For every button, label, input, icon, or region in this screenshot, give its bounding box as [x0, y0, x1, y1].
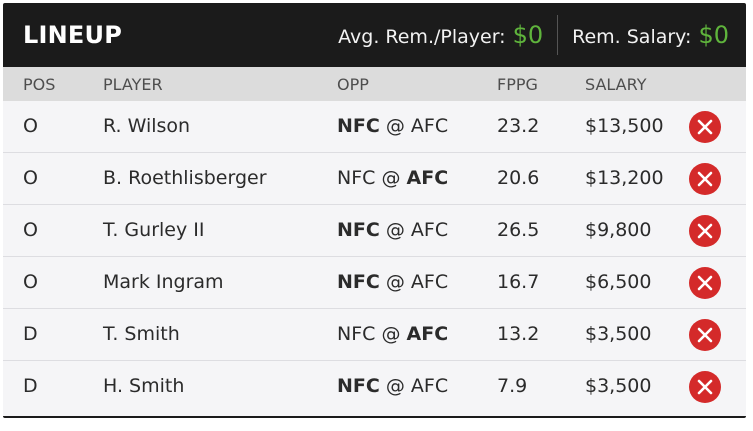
remove-player-button[interactable]: [689, 371, 721, 403]
remaining-salary-value: $0: [698, 21, 729, 49]
player-matchup: NFC @ AFC: [337, 375, 448, 397]
close-icon: [697, 171, 713, 187]
player-position: D: [23, 375, 38, 397]
player-name: Mark Ingram: [103, 271, 224, 293]
remaining-salary-label: Rem. Salary:: [572, 26, 692, 48]
column-header-row: POS PLAYER OPP FPPG SALARY: [3, 67, 746, 101]
matchup-home-team: NFC: [337, 219, 380, 241]
matchup-home-team: NFC: [337, 375, 380, 397]
player-salary: $13,500: [585, 115, 664, 137]
column-opp: OPP: [337, 75, 369, 94]
player-name: B. Roethlisberger: [103, 167, 267, 189]
matchup-home-team: NFC: [337, 115, 380, 137]
player-position: O: [23, 219, 38, 241]
table-row: O Mark Ingram NFC @ AFC 16.7 $6,500: [3, 257, 746, 309]
player-fppg: 23.2: [497, 115, 540, 137]
matchup-away-team: AFC: [410, 375, 449, 397]
player-name: R. Wilson: [103, 115, 191, 137]
table-row: D H. Smith NFC @ AFC 7.9 $3,500: [3, 361, 746, 416]
matchup-separator: @: [379, 271, 411, 293]
table-row: O R. Wilson NFC @ AFC 23.2 $13,500: [3, 101, 746, 153]
player-fppg: 13.2: [497, 323, 540, 345]
player-position: O: [23, 115, 38, 137]
player-salary: $6,500: [585, 271, 652, 293]
avg-remaining-stat: Avg. Rem./Player: $0: [338, 21, 543, 49]
player-salary: $9,800: [585, 219, 652, 241]
player-matchup: NFC @ AFC: [337, 115, 448, 137]
close-icon: [697, 223, 713, 239]
column-pos: POS: [23, 75, 56, 94]
matchup-home-team: NFC: [337, 323, 376, 345]
column-fppg: FPPG: [497, 75, 538, 94]
header-stats: Avg. Rem./Player: $0 Rem. Salary: $0: [338, 3, 729, 67]
player-position: D: [23, 323, 38, 345]
matchup-separator: @: [375, 323, 407, 345]
column-salary: SALARY: [585, 75, 647, 94]
remove-player-button[interactable]: [689, 111, 721, 143]
close-icon: [697, 327, 713, 343]
table-row: D T. Smith NFC @ AFC 13.2 $3,500: [3, 309, 746, 361]
lineup-table-body: O R. Wilson NFC @ AFC 23.2 $13,500 O B. Roeth…: [3, 101, 746, 416]
header-divider: [557, 15, 559, 55]
player-matchup: NFC @ AFC: [337, 323, 448, 345]
matchup-away-team: AFC: [406, 323, 449, 345]
matchup-away-team: AFC: [410, 219, 449, 241]
matchup-separator: @: [375, 167, 407, 189]
remove-player-button[interactable]: [689, 215, 721, 247]
table-row: O B. Roethlisberger NFC @ AFC 20.6 $13,200: [3, 153, 746, 205]
player-name: T. Gurley II: [103, 219, 205, 241]
player-matchup: NFC @ AFC: [337, 219, 448, 241]
player-fppg: 16.7: [497, 271, 540, 293]
player-fppg: 20.6: [497, 167, 540, 189]
remove-player-button[interactable]: [689, 267, 721, 299]
player-name: H. Smith: [103, 375, 185, 397]
close-icon: [697, 275, 713, 291]
player-position: O: [23, 271, 38, 293]
close-icon: [697, 379, 713, 395]
remaining-salary-stat: Rem. Salary: $0: [572, 21, 729, 49]
player-matchup: NFC @ AFC: [337, 271, 448, 293]
close-icon: [697, 119, 713, 135]
avg-remaining-value: $0: [512, 21, 544, 49]
lineup-title: LINEUP: [23, 21, 122, 49]
player-position: O: [23, 167, 38, 189]
lineup-panel: LINEUP Avg. Rem./Player: $0 Rem. Salary:…: [3, 3, 746, 418]
player-salary: $13,200: [585, 167, 664, 189]
avg-remaining-label: Avg. Rem./Player:: [338, 26, 506, 48]
lineup-header: LINEUP Avg. Rem./Player: $0 Rem. Salary:…: [3, 3, 746, 67]
player-salary: $3,500: [585, 375, 652, 397]
matchup-home-team: NFC: [337, 167, 376, 189]
remove-player-button[interactable]: [689, 319, 721, 351]
player-name: T. Smith: [103, 323, 180, 345]
matchup-separator: @: [379, 219, 411, 241]
matchup-away-team: AFC: [410, 115, 449, 137]
player-salary: $3,500: [585, 323, 652, 345]
player-fppg: 26.5: [497, 219, 540, 241]
matchup-separator: @: [379, 115, 411, 137]
player-matchup: NFC @ AFC: [337, 167, 448, 189]
column-player: PLAYER: [103, 75, 163, 94]
player-fppg: 7.9: [497, 375, 528, 397]
matchup-away-team: AFC: [406, 167, 449, 189]
remove-player-button[interactable]: [689, 163, 721, 195]
matchup-away-team: AFC: [410, 271, 449, 293]
matchup-separator: @: [379, 375, 411, 397]
matchup-home-team: NFC: [337, 271, 380, 293]
table-row: O T. Gurley II NFC @ AFC 26.5 $9,800: [3, 205, 746, 257]
